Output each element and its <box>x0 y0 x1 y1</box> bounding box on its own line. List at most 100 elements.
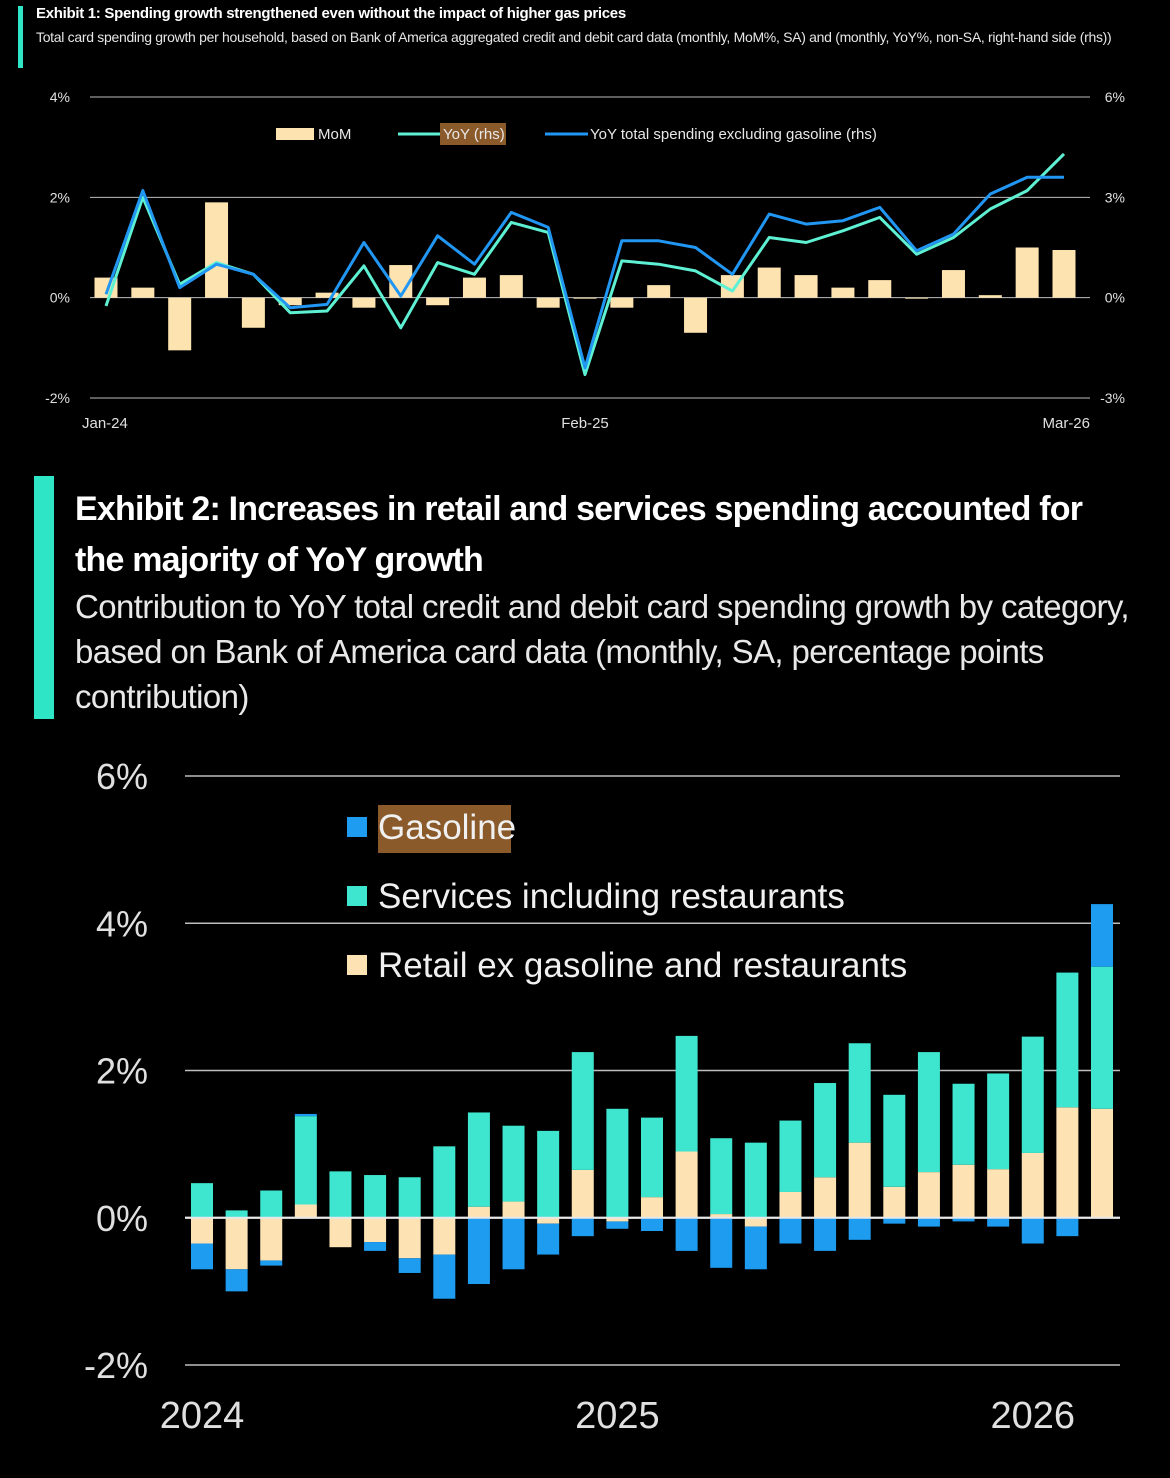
services-bar <box>917 1052 940 1173</box>
services-bar <box>814 1083 837 1178</box>
retail-bar <box>1091 1108 1113 1218</box>
x-tick-label: 2025 <box>575 1395 660 1437</box>
mom-bar <box>315 292 339 298</box>
gasoline-bar <box>848 1217 871 1240</box>
mom-bar <box>647 285 671 298</box>
legend-swatch-retail <box>347 955 367 975</box>
gasoline-bar <box>779 1217 802 1244</box>
retail-bar <box>814 1177 837 1218</box>
services-bar <box>848 1043 871 1143</box>
retail-bar <box>260 1217 283 1261</box>
gasoline-bar <box>710 1217 733 1268</box>
gasoline-bar <box>225 1269 248 1292</box>
mom-bar <box>499 275 523 298</box>
retail-bar <box>467 1206 490 1218</box>
gasoline-bar <box>987 1217 1010 1227</box>
x-tick-label: Mar-26 <box>1042 415 1090 432</box>
mom-bar <box>978 295 1002 298</box>
services-bar <box>329 1171 352 1218</box>
legend-label-gasoline: Gasoline <box>378 808 516 847</box>
y-tick-label: 4% <box>96 903 148 944</box>
y-tick-label: 6% <box>96 756 148 797</box>
services-bar <box>433 1146 456 1218</box>
retail-bar <box>883 1186 906 1218</box>
mom-bar <box>426 297 450 306</box>
services-bar <box>191 1183 213 1218</box>
mom-bar <box>941 270 965 298</box>
services-bar <box>606 1108 629 1218</box>
exhibit1-chart: 4% 2% 0% -2% 6% 3% 0% -3% Jan-24 Feb-25 Mar-26 MoM Y… <box>45 89 1125 432</box>
exhibit2-chart: 6% 4% 2% 0% -2% 2024 2025 2026 Gasoline Services … <box>84 756 1120 1437</box>
gasoline-bar <box>1056 1217 1079 1237</box>
x-tick-label: 2024 <box>160 1395 245 1437</box>
y-right-tick-label: 3% <box>1105 189 1125 205</box>
retail-bar <box>537 1217 560 1224</box>
services-bar <box>502 1125 525 1202</box>
retail-bar <box>917 1172 940 1218</box>
exhibit1-subtitle: Total card spending growth per household… <box>36 29 1112 45</box>
gasoline-bar <box>641 1217 663 1232</box>
retail-bar <box>1021 1152 1044 1218</box>
services-bar <box>710 1138 733 1215</box>
mom-bar <box>684 297 708 333</box>
x-tick-label: Feb-25 <box>561 415 609 432</box>
mom-bar <box>352 297 376 308</box>
mom-bar <box>205 202 229 298</box>
gasoline-bar <box>537 1223 560 1255</box>
y-right-tick-label: 0% <box>1105 290 1125 306</box>
gasoline-bar <box>883 1217 906 1224</box>
retail-bar <box>502 1201 525 1218</box>
legend-label-services: Services including restaurants <box>378 877 845 916</box>
retail-bar <box>398 1217 421 1259</box>
services-bar <box>537 1130 560 1218</box>
gasoline-bar <box>398 1258 421 1273</box>
retail-bar <box>191 1217 213 1244</box>
yoy-ex-gasoline-line <box>104 175 1064 370</box>
services-bar <box>260 1190 283 1218</box>
mom-bar <box>241 297 265 328</box>
y-right-tick-label: 6% <box>1105 89 1125 105</box>
retail-bar <box>329 1217 352 1248</box>
gasoline-bar <box>364 1242 387 1251</box>
mom-bar <box>462 277 486 298</box>
gasoline-bar <box>744 1226 767 1270</box>
services-bar <box>294 1116 317 1205</box>
services-bar <box>883 1094 906 1187</box>
mom-bar <box>168 297 192 351</box>
y-left-tick-label: 0% <box>50 290 70 306</box>
gasoline-bar <box>433 1254 456 1299</box>
services-bar <box>779 1120 802 1192</box>
mom-bar <box>573 297 597 299</box>
services-bar <box>675 1035 698 1152</box>
retail-bar <box>952 1164 975 1218</box>
retail-bar <box>1056 1107 1079 1218</box>
gasoline-bar <box>675 1217 698 1251</box>
legend-label-yoy: YoY (rhs) <box>443 126 505 143</box>
y-tick-label: 0% <box>96 1198 148 1239</box>
gasoline-bar <box>1021 1217 1044 1244</box>
services-bar <box>1091 966 1113 1109</box>
y-left-tick-label: 4% <box>50 89 70 105</box>
mom-bar <box>757 267 781 298</box>
gasoline-bar <box>814 1217 837 1251</box>
mom-bar <box>1052 250 1076 298</box>
exhibit2-subtitle: Contribution to YoY total credit and deb… <box>75 588 1129 715</box>
exhibit1-title: Exhibit 1: Spending growth strengthened … <box>36 5 626 22</box>
gasoline-bar <box>502 1217 525 1270</box>
retail-bar <box>710 1214 733 1218</box>
retail-bar <box>606 1217 629 1222</box>
gasoline-bar <box>294 1113 317 1117</box>
services-bar <box>641 1117 663 1198</box>
services-bar <box>1056 972 1079 1108</box>
legend-label-yoy-ex-gasoline: YoY total spending excluding gasoline (r… <box>590 126 877 143</box>
mom-bar <box>278 297 302 306</box>
services-bar <box>1021 1036 1044 1153</box>
services-bar <box>364 1175 387 1218</box>
services-bar <box>987 1073 1010 1170</box>
mom-bar <box>794 275 818 298</box>
mom-bar <box>131 287 155 298</box>
mom-bar <box>536 297 560 308</box>
retail-bar <box>744 1217 767 1227</box>
mom-bar <box>1015 247 1039 298</box>
services-bar <box>952 1083 975 1165</box>
